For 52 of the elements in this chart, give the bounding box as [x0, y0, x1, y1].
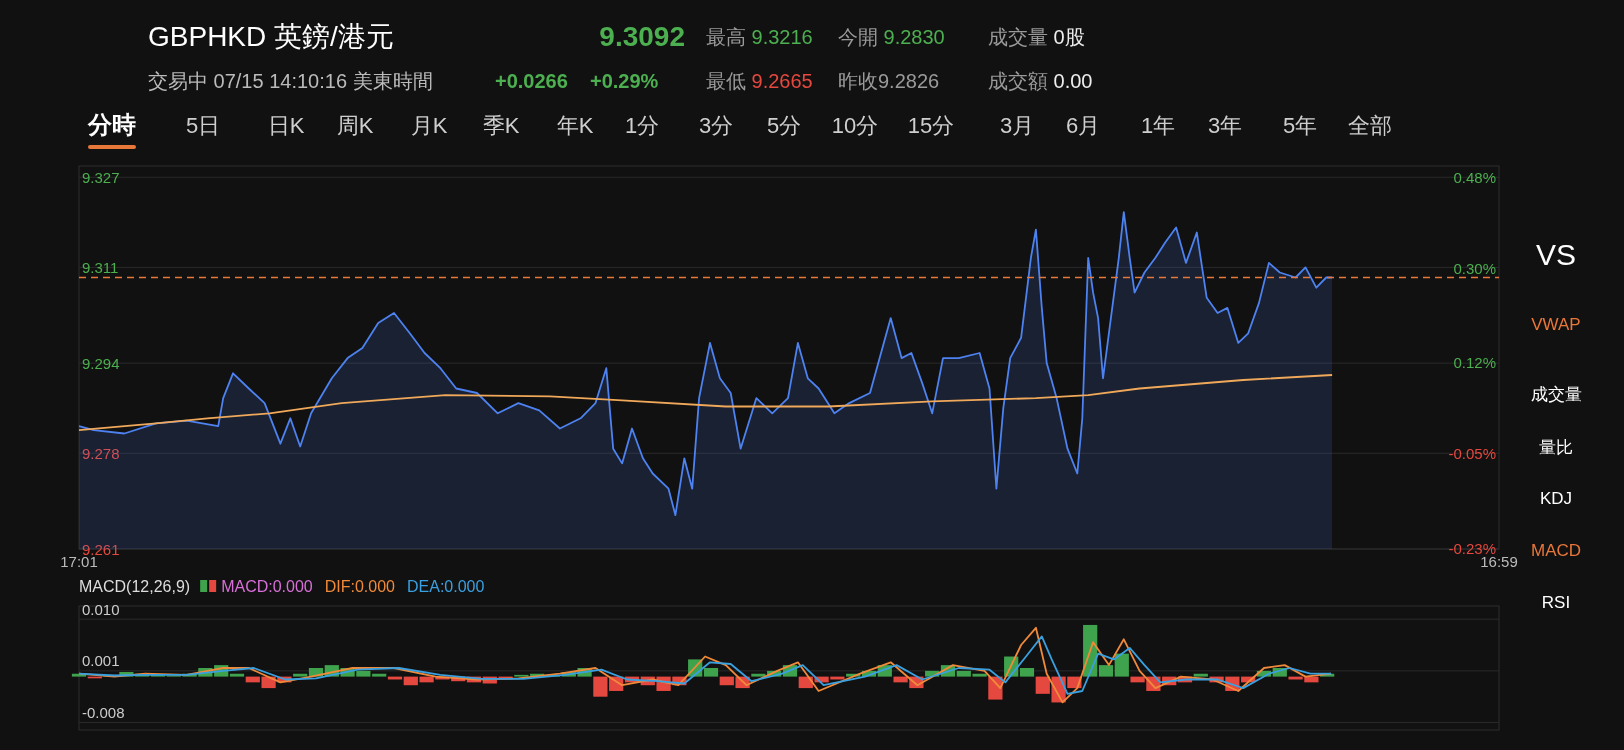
y2-tick-label: -0.05%	[1448, 444, 1496, 462]
text: 季K	[482, 113, 520, 138]
text: +0.0266	[495, 70, 568, 92]
text: 3年	[1207, 113, 1243, 138]
y2-tick-label: 0.30%	[1453, 259, 1496, 277]
text: DIF:0.000	[324, 578, 396, 595]
y-tick-label: 9.311	[82, 258, 119, 276]
text: +0.29%	[590, 70, 659, 92]
y-tick-label: 9.327	[82, 168, 120, 186]
text: 15分	[907, 113, 955, 138]
text: 全部	[1348, 113, 1392, 138]
text: DEA:0.000	[407, 578, 485, 595]
text: 最高 9.3216	[706, 26, 813, 48]
text: KDJ	[1539, 489, 1573, 508]
y-tick-label: -0.008	[82, 704, 125, 722]
y-tick-label: 9.278	[82, 444, 120, 462]
y-tick-label: 9.261	[82, 540, 120, 558]
text: 量比	[1539, 438, 1573, 457]
chart-subtitle: 交易中 07/15 14:10:16 美東時間	[148, 70, 433, 92]
text: 10分	[831, 113, 879, 138]
text: 5年	[1282, 113, 1318, 138]
legend-label: MACD:0.000	[221, 578, 313, 595]
text: RSI	[1541, 593, 1571, 612]
text: 成交額 0.00	[988, 70, 1093, 92]
y-tick-label: 0.001	[82, 652, 120, 670]
text: 昨收9.2826	[838, 70, 940, 92]
text: 6月	[1065, 113, 1101, 138]
y-tick-label: 0.010	[82, 600, 120, 618]
text: 1年	[1140, 113, 1176, 138]
text: MACD	[1530, 541, 1582, 560]
text: 9.3092	[599, 21, 685, 52]
text: 最低 9.2665	[706, 70, 813, 92]
chart-title: GBPHKD 英鎊/港元	[148, 21, 394, 52]
text: 分時	[87, 111, 136, 138]
text: 年K	[556, 113, 594, 138]
text: 3分	[698, 113, 734, 138]
y2-tick-label: 0.48%	[1453, 169, 1496, 186]
text: 5日	[185, 113, 221, 138]
y-tick-label: 9.294	[82, 354, 120, 372]
text: 成交量	[1530, 385, 1582, 404]
text: 1分	[624, 113, 660, 138]
text: VS	[1535, 238, 1577, 271]
y2-tick-label: 0.12%	[1453, 354, 1496, 372]
text: 月K	[410, 113, 448, 138]
text: 日K	[267, 113, 305, 138]
chart-title: MACD(12,26,9)	[79, 578, 191, 595]
text: 3月	[999, 113, 1035, 138]
text: 今開 9.2830	[838, 26, 945, 48]
text: 周K	[336, 113, 374, 138]
text: 成交量 0股	[988, 26, 1085, 48]
text: VWAP	[1531, 315, 1581, 334]
text: 5分	[766, 113, 802, 138]
